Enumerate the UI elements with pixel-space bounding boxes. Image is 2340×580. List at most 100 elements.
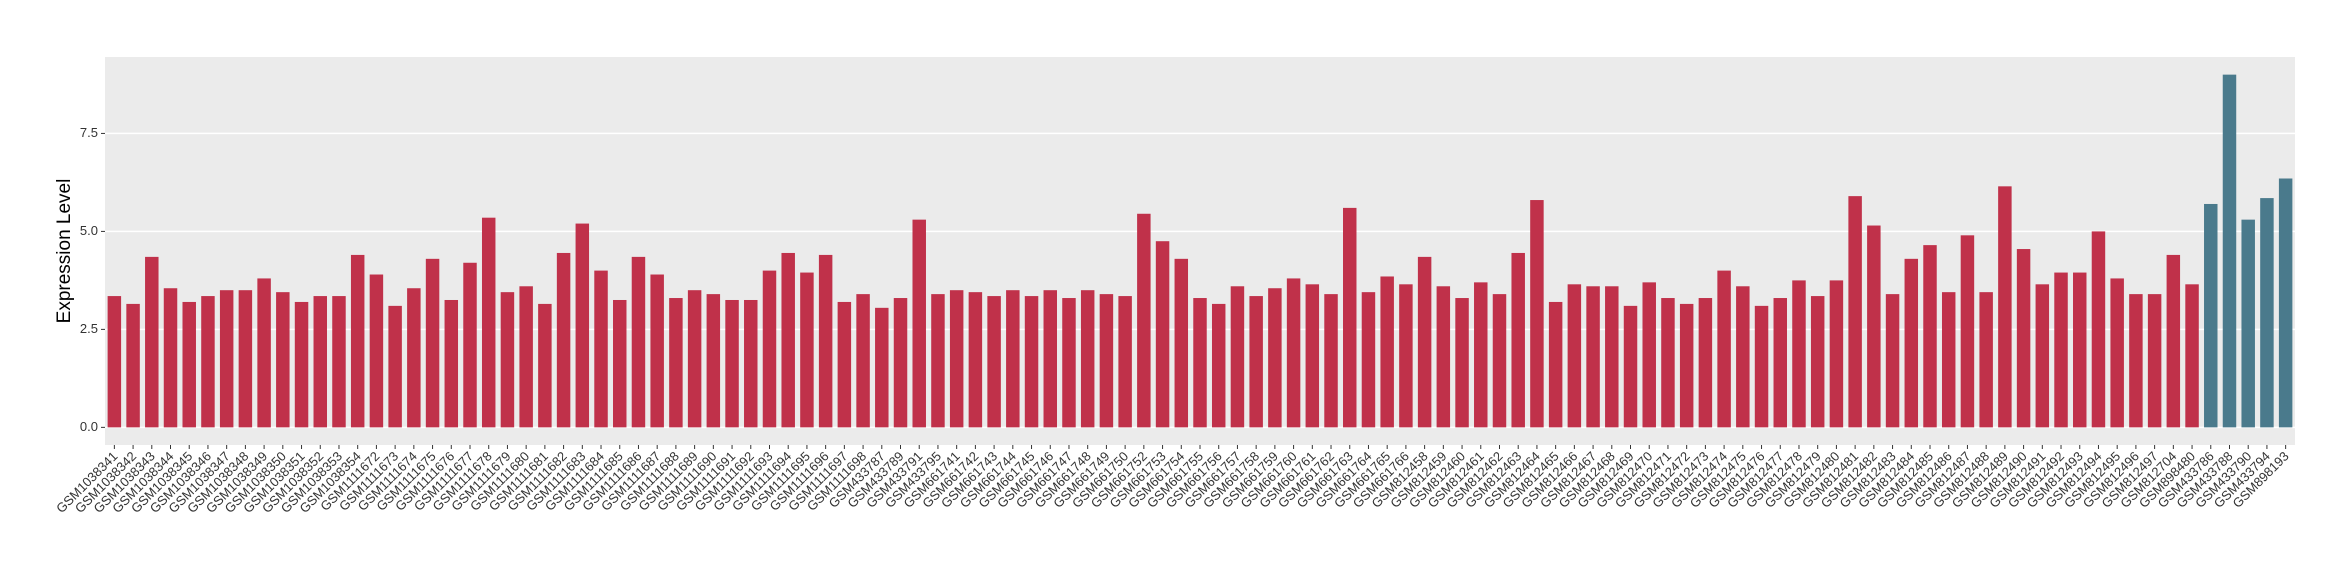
y-tick-label: 5.0 bbox=[80, 223, 98, 238]
bar bbox=[1474, 282, 1488, 428]
y-tick-label: 7.5 bbox=[80, 125, 98, 140]
bar bbox=[1623, 305, 1638, 428]
bar bbox=[2185, 284, 2199, 428]
bar bbox=[145, 256, 159, 428]
bar bbox=[294, 301, 309, 428]
bar bbox=[875, 307, 889, 428]
bar bbox=[1941, 292, 1956, 428]
bar bbox=[1324, 294, 1338, 428]
bar bbox=[1455, 298, 1469, 428]
y-tick-label: 0.0 bbox=[80, 419, 98, 434]
bar bbox=[1736, 286, 1750, 428]
bar bbox=[1979, 292, 1993, 428]
bar bbox=[388, 305, 402, 428]
bar bbox=[1099, 294, 1114, 428]
bar bbox=[1717, 270, 1731, 428]
bar bbox=[1343, 207, 1357, 428]
bar bbox=[2166, 254, 2181, 428]
bar bbox=[201, 296, 215, 428]
bar bbox=[1998, 186, 2012, 428]
bar bbox=[744, 299, 758, 428]
bar bbox=[1885, 294, 1900, 428]
bar bbox=[1006, 290, 1020, 428]
bar bbox=[2260, 198, 2274, 428]
bar bbox=[1268, 288, 1282, 428]
bar bbox=[276, 292, 290, 428]
bar bbox=[1548, 301, 1563, 428]
bar bbox=[837, 301, 852, 428]
y-axis-title: Expression Level bbox=[54, 179, 75, 324]
bar bbox=[1960, 235, 1975, 428]
bar bbox=[1024, 296, 1039, 428]
bar bbox=[163, 288, 178, 428]
bar bbox=[575, 223, 590, 428]
bar bbox=[1043, 290, 1057, 428]
bar bbox=[463, 262, 477, 428]
bar bbox=[126, 303, 140, 428]
bar bbox=[2204, 203, 2218, 428]
bar bbox=[1174, 258, 1189, 428]
bar bbox=[1155, 241, 1170, 428]
bar bbox=[818, 254, 833, 428]
bar bbox=[1399, 284, 1413, 428]
bar bbox=[369, 274, 384, 428]
bar bbox=[631, 256, 646, 428]
bar bbox=[1436, 286, 1451, 428]
bar bbox=[1923, 245, 1937, 428]
bar bbox=[407, 288, 421, 428]
bar bbox=[1062, 298, 1076, 428]
bar bbox=[1698, 298, 1713, 428]
bar bbox=[107, 296, 122, 428]
bar bbox=[425, 258, 440, 428]
bar bbox=[481, 217, 496, 428]
bar bbox=[444, 299, 459, 428]
bar bbox=[332, 296, 346, 428]
bar bbox=[1211, 303, 1226, 428]
bar bbox=[182, 301, 196, 428]
bar bbox=[1810, 296, 1825, 428]
bar bbox=[968, 292, 983, 428]
bar bbox=[2278, 178, 2293, 428]
bar bbox=[1867, 225, 1881, 428]
bar bbox=[1492, 294, 1507, 428]
bar bbox=[2147, 294, 2162, 428]
bar bbox=[519, 286, 533, 428]
bar bbox=[1586, 286, 1600, 428]
bar bbox=[1361, 292, 1376, 428]
y-tick-label: 2.5 bbox=[80, 321, 98, 336]
bar bbox=[1567, 284, 1582, 428]
bar bbox=[613, 299, 627, 428]
bar bbox=[931, 294, 945, 428]
bar bbox=[1286, 278, 1301, 428]
bar bbox=[2073, 272, 2087, 428]
bar bbox=[1530, 200, 1544, 428]
bar bbox=[2054, 272, 2068, 428]
bar bbox=[1829, 280, 1844, 428]
bar bbox=[2222, 74, 2237, 428]
bar bbox=[706, 294, 721, 428]
bar bbox=[594, 270, 608, 428]
bar bbox=[1642, 282, 1656, 428]
bar bbox=[1249, 296, 1263, 428]
bar bbox=[687, 290, 702, 428]
bar bbox=[1848, 196, 1862, 428]
bar bbox=[219, 290, 234, 428]
bar bbox=[1511, 252, 1525, 428]
bar bbox=[2016, 249, 2031, 428]
bar bbox=[556, 252, 571, 428]
bar bbox=[987, 296, 1001, 428]
bar bbox=[1792, 280, 1806, 428]
bar bbox=[1380, 276, 1394, 428]
bar bbox=[912, 219, 926, 428]
bar bbox=[1230, 286, 1245, 428]
bar bbox=[238, 290, 253, 428]
bar bbox=[1754, 305, 1769, 428]
bar bbox=[1137, 213, 1151, 428]
bar bbox=[350, 254, 365, 428]
bar bbox=[2091, 231, 2106, 428]
bar bbox=[1661, 298, 1675, 428]
bar bbox=[313, 296, 327, 428]
bar bbox=[1679, 303, 1694, 428]
bar bbox=[2241, 219, 2255, 428]
